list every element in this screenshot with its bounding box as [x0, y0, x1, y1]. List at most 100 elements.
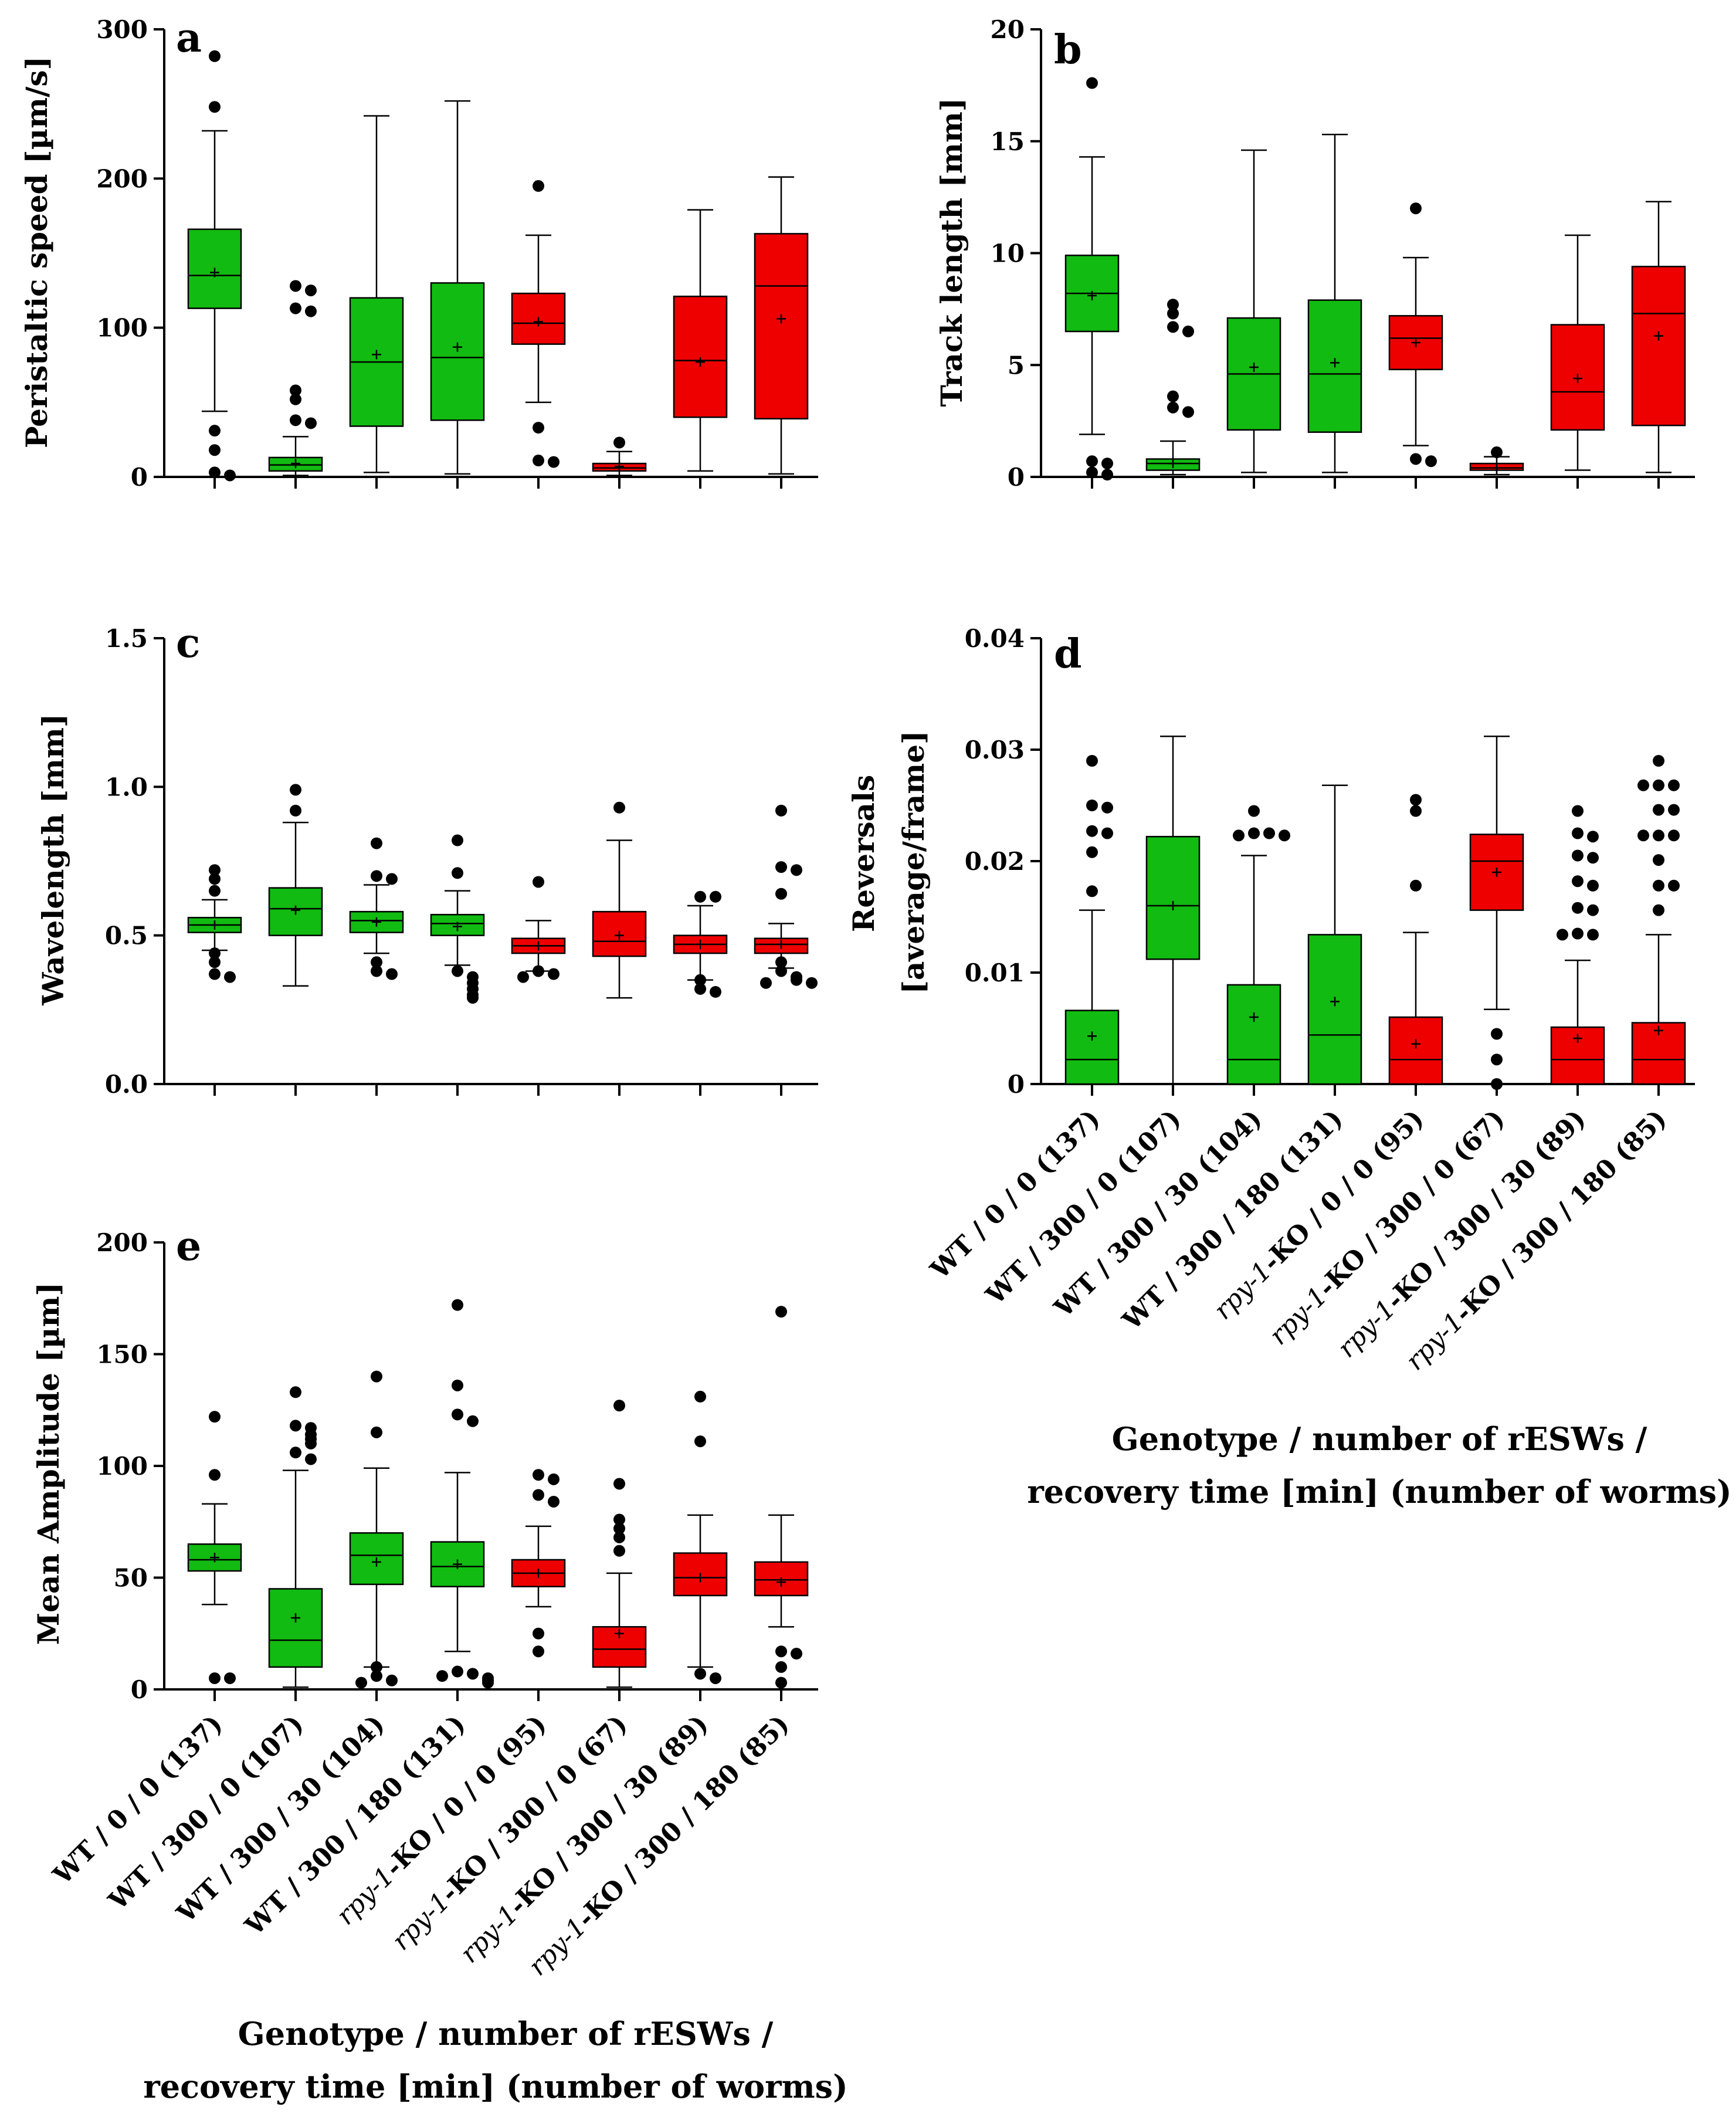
- panel-e-outlier: [386, 1674, 398, 1686]
- panel-b-outlier: [1425, 455, 1437, 468]
- panel-e-outlier: [775, 1676, 787, 1689]
- panel-e-outlier: [209, 1469, 221, 1481]
- panel-a-outlier: [290, 414, 301, 426]
- panel-e-outlier: [710, 1672, 721, 1684]
- panel-a-ytick-label: 200: [96, 164, 148, 193]
- panel-e-outlier: [290, 1420, 301, 1432]
- panel-c-outlier: [533, 965, 544, 977]
- panel-d-outlier: [1587, 852, 1599, 864]
- panel-b-outlier: [1167, 401, 1179, 414]
- panel-e-outlier: [775, 1306, 787, 1318]
- panel-b-outlier: [1182, 326, 1194, 338]
- panel-e-ytick-label: 50: [114, 1564, 148, 1593]
- panel-d-box-3: [1226, 984, 1281, 1085]
- panel-d-outlier: [1668, 779, 1680, 791]
- panel-a-outlier: [533, 455, 544, 467]
- panel-e-outlier: [482, 1676, 494, 1689]
- plot-d: 0 0.01 0.02 0.03 0.04: [965, 624, 1695, 1099]
- panel-c-outlier: [371, 956, 382, 968]
- panel-b-outlier: [1491, 446, 1503, 459]
- panel-d-outlier: [1587, 904, 1599, 916]
- panel-d-outlier: [1101, 801, 1113, 814]
- panel-e-outlier: [548, 1473, 560, 1485]
- panel-c-outlier: [548, 968, 560, 980]
- panel-d-outlier: [1101, 827, 1113, 839]
- panel-d-outlier: [1086, 825, 1098, 837]
- panel-c-outlier: [775, 861, 787, 873]
- panel-e-outlier: [371, 1670, 382, 1682]
- panel-c-outlier: [533, 876, 544, 888]
- panel-c-outlier: [452, 834, 463, 846]
- ylabel-d-line2: [average/frame]: [896, 730, 931, 994]
- panel-e-outlier: [290, 1386, 301, 1398]
- panel-e-outlier: [791, 1648, 802, 1660]
- panel-e-outlier: [613, 1531, 625, 1543]
- cat-labels-e: WT / 0 / 0 (137)WT / 300 / 0 (107)WT / 3…: [47, 1709, 795, 1982]
- panel-b-outlier: [1410, 453, 1422, 465]
- panel-a-outlier: [290, 302, 301, 314]
- panel-d-outlier: [1557, 929, 1568, 941]
- panel-c-outlier: [791, 974, 802, 986]
- panel-d-outlier: [1587, 879, 1599, 892]
- panel-c-outlier: [209, 956, 221, 968]
- panel-d-outlier: [1572, 805, 1584, 817]
- panel-e-outlier: [452, 1379, 463, 1391]
- panel-e-outlier: [467, 1668, 479, 1680]
- panel-d-outlier: [1086, 800, 1098, 811]
- panel-b-outlier: [1167, 307, 1179, 320]
- panel-c-outlier: [791, 864, 802, 876]
- panel-a-outlier: [224, 469, 236, 482]
- panel-a-outlier: [209, 466, 221, 479]
- panel-e-outlier: [305, 1453, 317, 1465]
- panel-c-outlier: [371, 870, 382, 882]
- panel-d-outlier: [1491, 1078, 1503, 1090]
- panel-d-outlier: [1653, 854, 1664, 866]
- panel-b-outlier: [1182, 406, 1194, 418]
- panel-c-outlier: [710, 890, 721, 903]
- panel-c-outlier: [760, 977, 772, 989]
- cat-labels-d: WT / 0 / 0 (137)WT / 300 / 0 (107)WT / 3…: [924, 1104, 1672, 1376]
- panel-c-outlier: [694, 890, 706, 903]
- panel-d-outlier: [1572, 849, 1584, 862]
- panel-b-outlier: [1101, 469, 1113, 481]
- ylabel-d-line1: Reversals: [846, 775, 881, 932]
- panel-e-outlier: [613, 1478, 625, 1490]
- panel-a-outlier: [290, 280, 301, 292]
- panel-d-outlier: [1572, 875, 1584, 888]
- panel-e-outlier: [775, 1645, 787, 1658]
- ylabel-a: Peristaltic speed [µm/s]: [19, 56, 54, 448]
- panel-d-box-1: [1064, 1010, 1120, 1085]
- panel-e-outlier: [533, 1469, 544, 1481]
- panel-c-outlier: [371, 965, 382, 977]
- panel-c-outlier: [290, 784, 301, 796]
- panel-e-outlier: [371, 1661, 382, 1673]
- panel-c-outlier: [209, 864, 221, 876]
- panel-c-outlier: [467, 992, 479, 1004]
- panel-c-outlier: [209, 968, 221, 980]
- panel-a-ytick-label: 0: [131, 463, 148, 492]
- panel-d-outlier: [1086, 846, 1098, 858]
- panel-c-outlier: [209, 947, 221, 960]
- panel-d-box-5: [1388, 1016, 1443, 1085]
- panel-a-outlier: [548, 456, 560, 468]
- panel-a-box-5: [511, 292, 566, 345]
- panel-e-outlier: [613, 1522, 625, 1535]
- xlabel-e-line1: Genotype / number of rESWs /: [238, 2015, 774, 2053]
- panel-a-outlier: [209, 425, 221, 437]
- panel-e-outlier: [775, 1661, 787, 1673]
- panel-letter-d: d: [1054, 631, 1082, 678]
- panel-d-outlier: [1410, 794, 1422, 806]
- panel-e-outlier: [209, 1411, 221, 1423]
- panel-d-outlier: [1491, 1028, 1503, 1040]
- panel-e-outlier: [355, 1676, 367, 1689]
- panel-d-ytick-label: 0.04: [965, 624, 1025, 653]
- panel-d-outlier: [1572, 927, 1584, 940]
- plot-c: 0.0 0.5 1.0 1.5: [105, 624, 818, 1099]
- ylabel-e: Mean Amplitude [µm]: [31, 1282, 66, 1645]
- panel-e-outlier: [694, 1668, 706, 1680]
- panel-e-outlier: [209, 1672, 221, 1684]
- ylabel-c: Wavelength [mm]: [36, 713, 70, 1005]
- panel-d-outlier: [1086, 755, 1098, 767]
- panel-e-outlier: [224, 1672, 236, 1684]
